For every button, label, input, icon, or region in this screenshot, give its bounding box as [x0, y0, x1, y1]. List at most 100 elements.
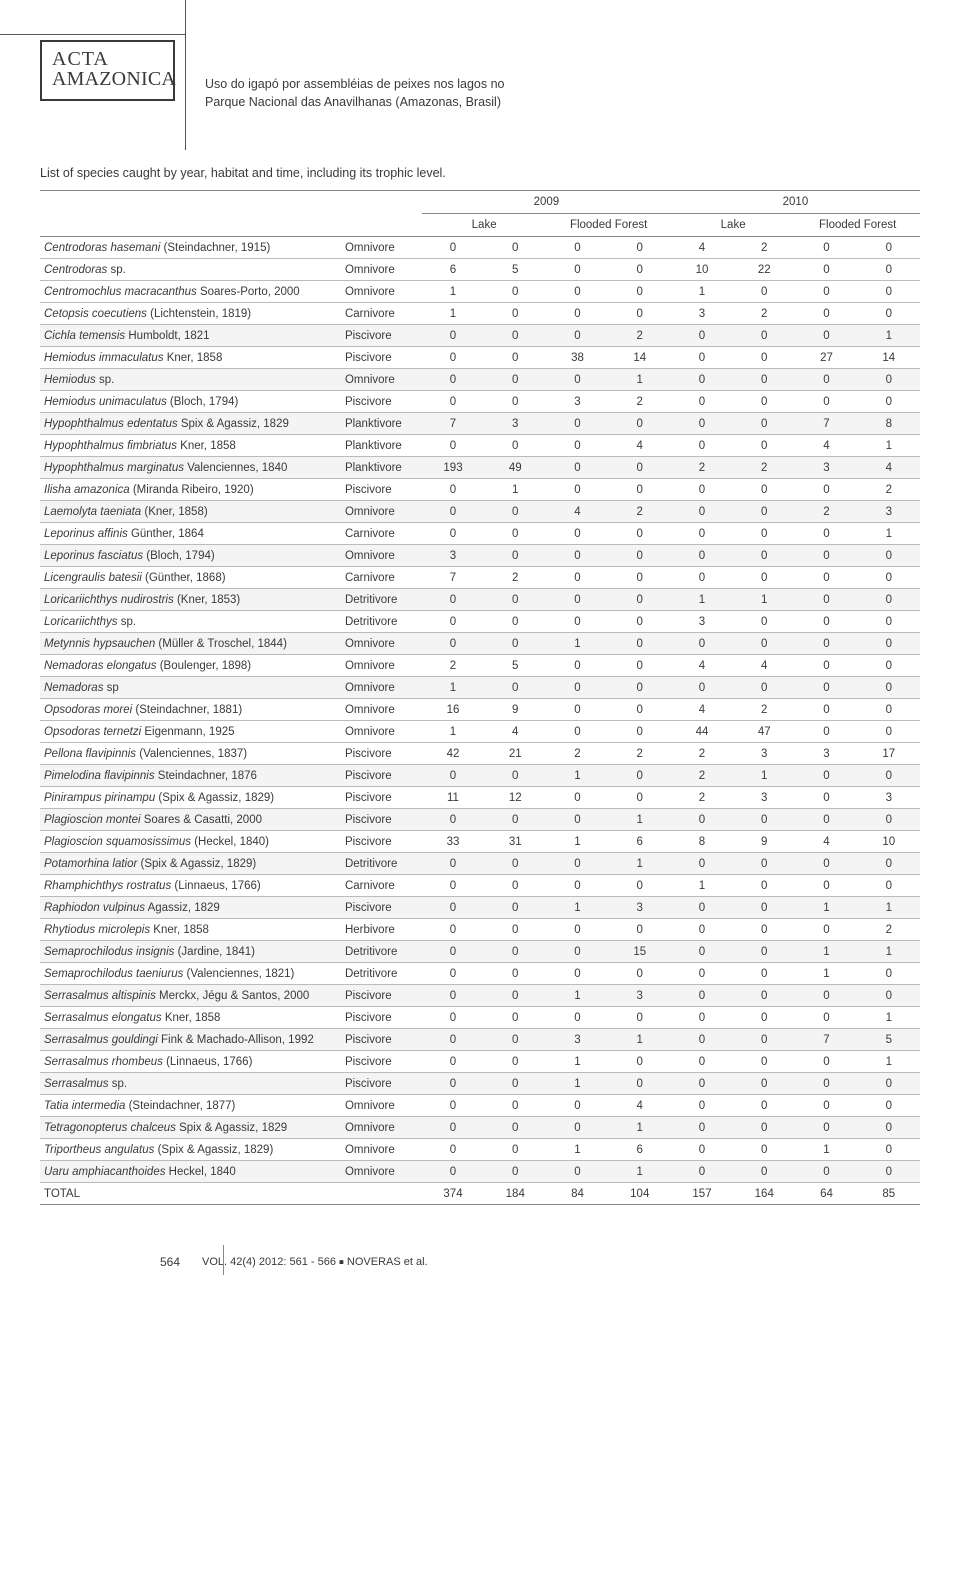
table-row: Plagioscion montei Soares & Casatti, 200… [40, 809, 920, 831]
count-cell: 4 [858, 457, 920, 479]
count-cell: 11 [422, 787, 484, 809]
count-cell: 4 [795, 435, 857, 457]
species-cell: Opsodoras morei (Steindachner, 1881) [40, 699, 341, 721]
count-cell: 0 [733, 941, 795, 963]
count-cell: 0 [671, 347, 733, 369]
count-cell: 0 [609, 281, 671, 303]
count-cell: 2 [671, 457, 733, 479]
species-cell: Metynnis hypsauchen (Müller & Troschel, … [40, 633, 341, 655]
count-cell: 0 [733, 919, 795, 941]
species-cell: Tetragonopterus chalceus Spix & Agassiz,… [40, 1117, 341, 1139]
count-cell: 47 [733, 721, 795, 743]
count-cell: 8 [671, 831, 733, 853]
count-cell: 0 [858, 259, 920, 281]
count-cell: 1 [733, 589, 795, 611]
count-cell: 2 [671, 787, 733, 809]
count-cell: 0 [795, 765, 857, 787]
count-cell: 0 [795, 259, 857, 281]
count-cell: 2 [858, 479, 920, 501]
count-cell: 0 [422, 1073, 484, 1095]
count-cell: 0 [484, 875, 546, 897]
count-cell: 38 [546, 347, 608, 369]
count-cell: 0 [858, 633, 920, 655]
count-cell: 3 [546, 1029, 608, 1051]
count-cell: 0 [609, 303, 671, 325]
count-cell: 0 [733, 1007, 795, 1029]
trophic-cell: Omnivore [341, 281, 422, 303]
count-cell: 2 [422, 655, 484, 677]
count-cell: 0 [858, 611, 920, 633]
count-cell: 0 [546, 699, 608, 721]
count-cell: 3 [795, 743, 857, 765]
count-cell: 0 [795, 655, 857, 677]
count-cell: 22 [733, 259, 795, 281]
count-cell: 0 [795, 237, 857, 259]
table-row: Serrasalmus elongatus Kner, 1858Piscivor… [40, 1007, 920, 1029]
count-cell: 0 [795, 611, 857, 633]
count-cell: 0 [795, 281, 857, 303]
total-cell: 104 [609, 1183, 671, 1205]
count-cell: 0 [609, 655, 671, 677]
species-cell: Serrasalmus elongatus Kner, 1858 [40, 1007, 341, 1029]
count-cell: 0 [546, 523, 608, 545]
count-cell: 16 [422, 699, 484, 721]
count-cell: 0 [795, 567, 857, 589]
species-cell: Pellona flavipinnis (Valenciennes, 1837) [40, 743, 341, 765]
count-cell: 1 [795, 1139, 857, 1161]
count-cell: 2 [795, 501, 857, 523]
count-cell: 1 [795, 897, 857, 919]
count-cell: 1 [609, 369, 671, 391]
count-cell: 0 [546, 919, 608, 941]
count-cell: 3 [609, 985, 671, 1007]
count-cell: 3 [546, 391, 608, 413]
table-row: Serrasalmus rhombeus (Linnaeus, 1766)Pis… [40, 1051, 920, 1073]
table-row: Nemadoras elongatus (Boulenger, 1898)Omn… [40, 655, 920, 677]
count-cell: 0 [795, 809, 857, 831]
table-row: Hemiodus immaculatus Kner, 1858Piscivore… [40, 347, 920, 369]
table-row: Centrodoras sp.Omnivore6500102200 [40, 259, 920, 281]
count-cell: 8 [858, 413, 920, 435]
count-cell: 5 [484, 655, 546, 677]
count-cell: 3 [858, 501, 920, 523]
table-row: Opsodoras ternetzi Eigenmann, 1925Omnivo… [40, 721, 920, 743]
count-cell: 0 [422, 809, 484, 831]
count-cell: 0 [609, 457, 671, 479]
count-cell: 0 [795, 985, 857, 1007]
count-cell: 0 [858, 1139, 920, 1161]
count-cell: 12 [484, 787, 546, 809]
count-cell: 1 [609, 1029, 671, 1051]
trophic-cell: Omnivore [341, 677, 422, 699]
count-cell: 0 [422, 1007, 484, 1029]
count-cell: 0 [795, 699, 857, 721]
count-cell: 0 [795, 523, 857, 545]
count-cell: 1 [546, 897, 608, 919]
count-cell: 0 [609, 677, 671, 699]
count-cell: 1 [422, 721, 484, 743]
count-cell: 0 [422, 985, 484, 1007]
count-cell: 0 [858, 1161, 920, 1183]
count-cell: 0 [422, 919, 484, 941]
count-cell: 0 [733, 347, 795, 369]
trophic-cell: Planktivore [341, 413, 422, 435]
count-cell: 193 [422, 457, 484, 479]
hab-lake-10: Lake [671, 214, 796, 237]
count-cell: 7 [795, 413, 857, 435]
count-cell: 0 [671, 391, 733, 413]
year-2009: 2009 [422, 191, 671, 214]
count-cell: 0 [546, 655, 608, 677]
total-cell: 85 [858, 1183, 920, 1205]
trophic-cell: Omnivore [341, 1095, 422, 1117]
count-cell: 0 [795, 633, 857, 655]
count-cell: 0 [422, 1029, 484, 1051]
species-cell: Plagioscion montei Soares & Casatti, 200… [40, 809, 341, 831]
table-row: Hypophthalmus marginatus Valenciennes, 1… [40, 457, 920, 479]
count-cell: 1 [733, 765, 795, 787]
count-cell: 0 [671, 1161, 733, 1183]
count-cell: 0 [671, 523, 733, 545]
count-cell: 0 [733, 281, 795, 303]
total-label: TOTAL [40, 1183, 341, 1205]
count-cell: 0 [858, 369, 920, 391]
count-cell: 27 [795, 347, 857, 369]
count-cell: 0 [795, 325, 857, 347]
count-cell: 1 [609, 1161, 671, 1183]
